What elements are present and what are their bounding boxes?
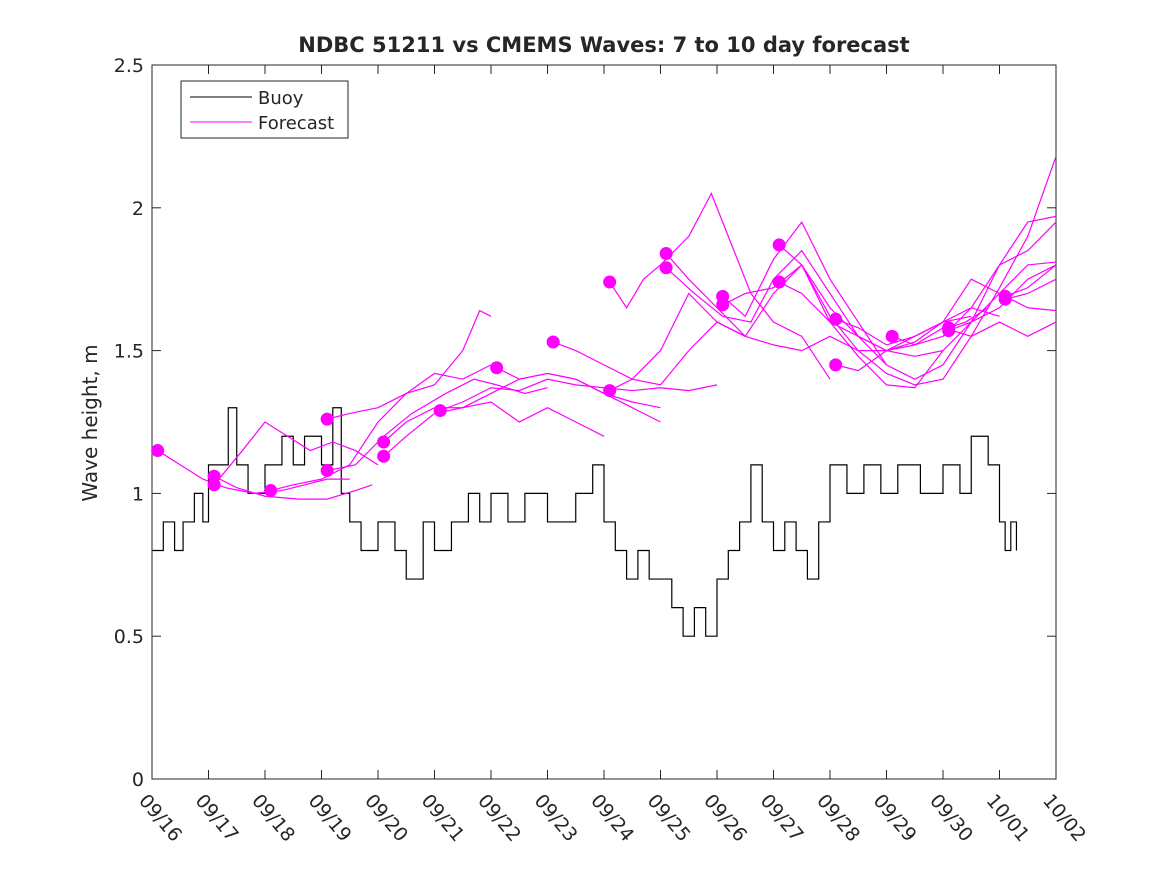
forecast-series-line [778, 261, 1057, 389]
forecast-series-line [665, 253, 944, 357]
forecast-series-line [327, 364, 492, 420]
forecast-start-marker [942, 321, 956, 335]
forecast-series-line [383, 401, 605, 457]
forecast-start-marker [377, 435, 391, 449]
y-tick-label: 1.5 [114, 341, 144, 363]
forecast-start-marker [377, 449, 391, 463]
forecast-start-marker [264, 484, 278, 498]
forecast-start-marker [659, 261, 673, 275]
y-tick-label: 2 [132, 198, 144, 220]
legend-box [180, 80, 349, 139]
forecast-series-line [891, 307, 1000, 346]
forecast-series-line [609, 192, 831, 380]
forecast-series-line [948, 264, 1057, 332]
forecast-start-marker [546, 335, 560, 349]
forecast-series-line [778, 221, 1057, 352]
y-axis-label: Wave height, m [78, 344, 102, 501]
buoy-series-line [152, 407, 1018, 637]
forecast-series-line [1004, 264, 1057, 297]
chart-title: NDBC 51211 vs CMEMS Waves: 7 to 10 day f… [298, 33, 909, 57]
forecast-start-marker [603, 275, 617, 289]
forecast-series-line [439, 378, 718, 412]
forecast-series-line [552, 321, 746, 386]
y-tick-label: 0.5 [114, 626, 144, 648]
forecast-series-line [722, 156, 1057, 386]
forecast-start-marker [659, 246, 673, 260]
forecast-start-marker [885, 329, 899, 343]
forecast-start-marker [772, 238, 786, 252]
forecast-series-line [835, 278, 1057, 346]
y-tick-label: 1 [132, 483, 144, 505]
forecast-series-line [270, 309, 492, 492]
legend: Buoy Forecast [180, 80, 349, 139]
forecast-start-marker [829, 358, 843, 372]
forecast-start-marker [433, 404, 447, 418]
y-tick-label: 0 [132, 769, 144, 791]
legend-forecast-label: Forecast [258, 113, 334, 134]
forecast-start-marker [151, 444, 165, 458]
forecast-start-marker [772, 275, 786, 289]
legend-buoy-label: Buoy [258, 88, 304, 109]
forecast-start-marker [490, 361, 504, 375]
forecast-start-marker [716, 298, 730, 312]
forecast-start-marker [603, 384, 617, 398]
forecast-start-marker [320, 412, 334, 426]
forecast-start-marker [998, 292, 1012, 306]
forecast-start-marker [207, 478, 221, 492]
forecast-series-line [1005, 278, 1057, 300]
forecast-series-line [213, 421, 379, 486]
forecast-series-line [213, 475, 373, 500]
y-tick-label: 2.5 [114, 55, 144, 77]
forecast-start-marker [829, 312, 843, 326]
forecast-series-line [496, 367, 661, 409]
forecast-start-marker [320, 464, 334, 478]
